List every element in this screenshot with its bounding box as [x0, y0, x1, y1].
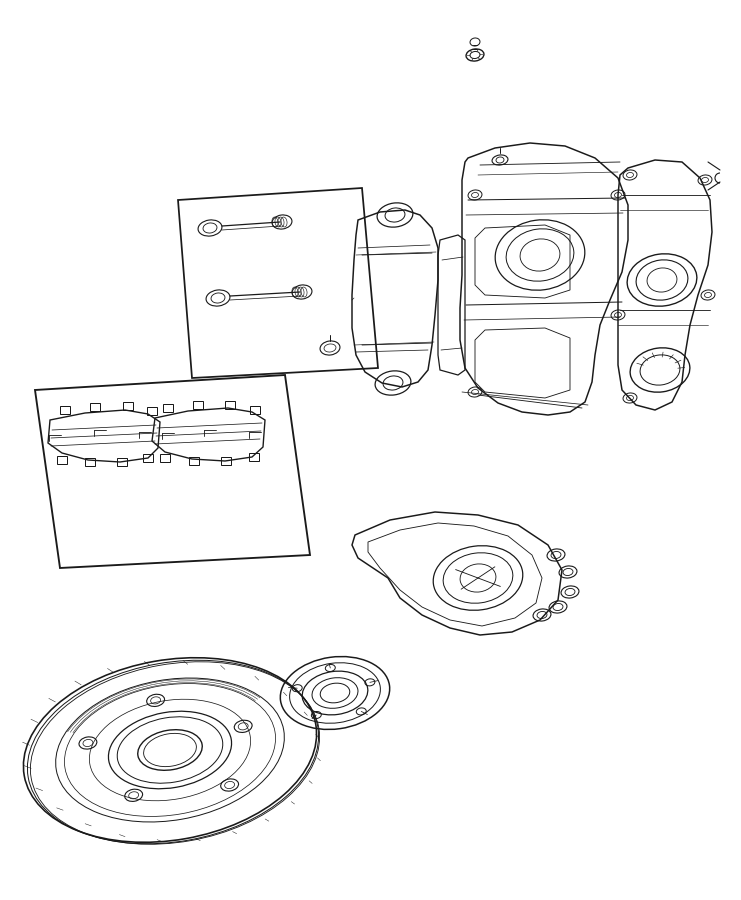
Bar	[60, 406, 70, 414]
Bar	[250, 406, 260, 414]
Bar	[90, 403, 100, 411]
Bar	[123, 402, 133, 410]
Bar	[249, 453, 259, 461]
Bar	[85, 458, 95, 466]
Bar	[147, 407, 157, 415]
Bar	[189, 457, 199, 465]
Bar	[117, 458, 127, 466]
Bar	[163, 404, 173, 412]
Bar	[221, 457, 231, 465]
Bar	[160, 454, 170, 462]
Bar	[225, 401, 235, 409]
Bar	[143, 454, 153, 462]
Bar	[193, 401, 203, 409]
Bar	[57, 456, 67, 464]
